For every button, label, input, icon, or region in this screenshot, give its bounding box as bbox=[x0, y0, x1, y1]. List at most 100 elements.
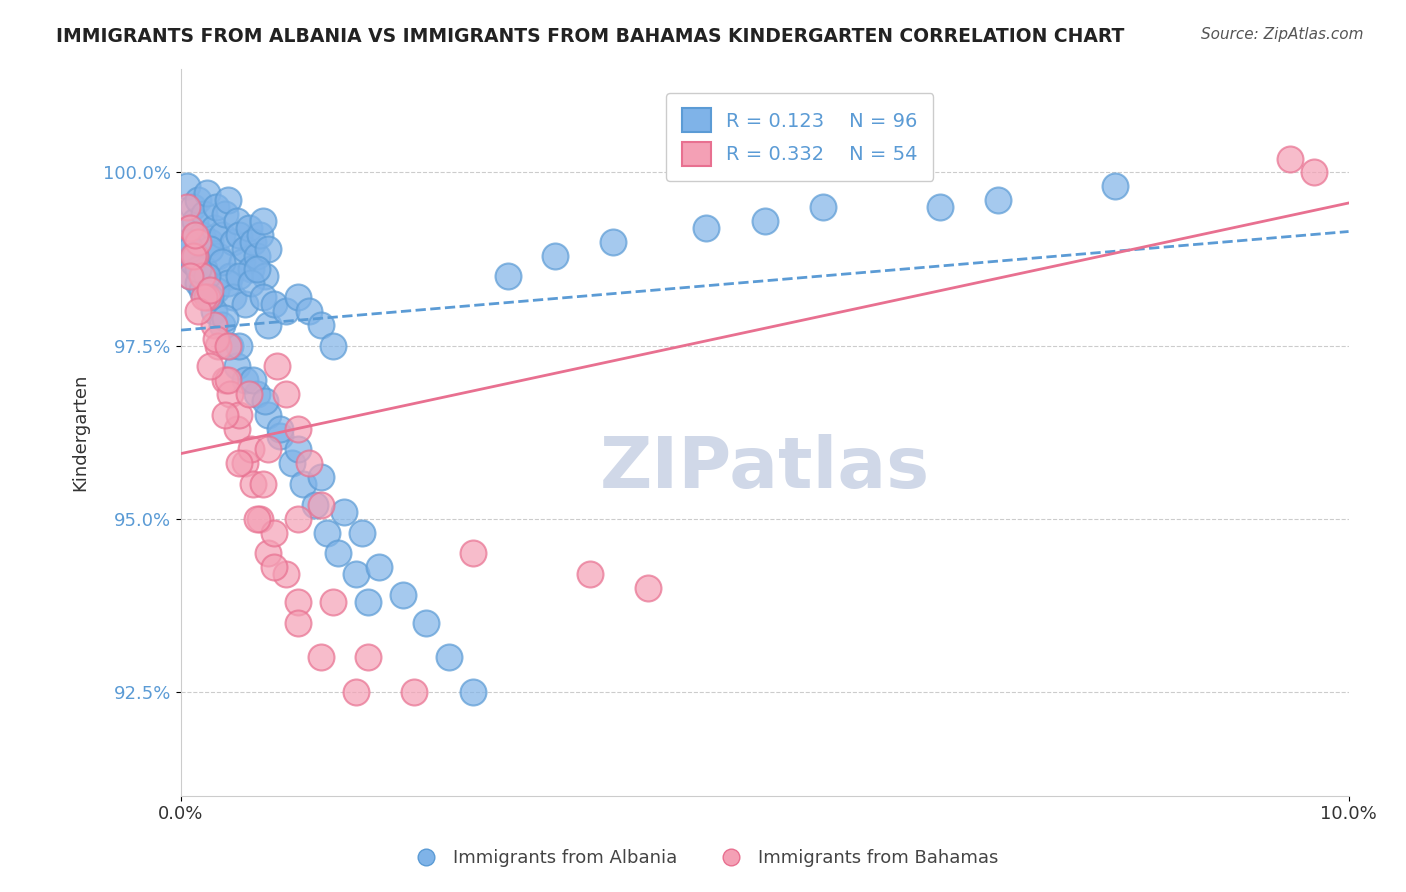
Point bbox=[274, 304, 297, 318]
Point bbox=[404, 685, 426, 699]
Point bbox=[187, 262, 209, 277]
Point bbox=[263, 297, 285, 311]
Point bbox=[228, 408, 250, 422]
Point bbox=[231, 255, 253, 269]
Point bbox=[239, 262, 262, 277]
Point bbox=[205, 283, 228, 297]
Point bbox=[368, 560, 391, 574]
Point bbox=[987, 193, 1010, 207]
Point bbox=[181, 255, 204, 269]
Point bbox=[214, 310, 236, 325]
Point bbox=[461, 546, 484, 560]
Point bbox=[239, 442, 262, 457]
Point bbox=[461, 685, 484, 699]
Point bbox=[695, 220, 717, 235]
Point bbox=[754, 214, 776, 228]
Point bbox=[257, 546, 280, 560]
Point bbox=[195, 290, 218, 304]
Point bbox=[205, 200, 228, 214]
Point bbox=[350, 525, 373, 540]
Point bbox=[439, 650, 461, 665]
Legend: Immigrants from Albania, Immigrants from Bahamas: Immigrants from Albania, Immigrants from… bbox=[401, 842, 1005, 874]
Point bbox=[357, 595, 380, 609]
Point bbox=[253, 269, 276, 284]
Point bbox=[344, 567, 367, 582]
Point bbox=[242, 477, 264, 491]
Point bbox=[242, 373, 264, 387]
Point bbox=[578, 567, 600, 582]
Point bbox=[211, 255, 233, 269]
Point bbox=[217, 193, 239, 207]
Point bbox=[233, 456, 256, 470]
Point bbox=[249, 512, 271, 526]
Point bbox=[249, 227, 271, 242]
Point bbox=[322, 595, 344, 609]
Point bbox=[257, 408, 280, 422]
Point bbox=[246, 512, 269, 526]
Point bbox=[274, 387, 297, 401]
Point bbox=[222, 290, 245, 304]
Point bbox=[287, 422, 309, 436]
Point bbox=[344, 685, 367, 699]
Point bbox=[181, 248, 204, 262]
Point bbox=[242, 235, 264, 249]
Point bbox=[228, 227, 250, 242]
Point bbox=[287, 512, 309, 526]
Point bbox=[219, 338, 242, 352]
Point bbox=[184, 248, 207, 262]
Point bbox=[357, 650, 380, 665]
Point bbox=[176, 200, 198, 214]
Point bbox=[269, 422, 291, 436]
Point bbox=[281, 456, 304, 470]
Point bbox=[217, 338, 239, 352]
Point bbox=[198, 242, 221, 256]
Point bbox=[202, 304, 225, 318]
Point bbox=[811, 200, 834, 214]
Point bbox=[252, 290, 274, 304]
Point bbox=[1279, 152, 1302, 166]
Point bbox=[187, 304, 209, 318]
Point bbox=[228, 338, 250, 352]
Point bbox=[191, 227, 214, 242]
Point bbox=[287, 290, 309, 304]
Point bbox=[246, 387, 269, 401]
Point bbox=[309, 318, 332, 332]
Point bbox=[184, 227, 207, 242]
Point bbox=[181, 200, 204, 214]
Point bbox=[292, 477, 315, 491]
Point bbox=[246, 262, 269, 277]
Point bbox=[239, 277, 262, 291]
Point bbox=[184, 248, 207, 262]
Point bbox=[287, 615, 309, 630]
Point bbox=[263, 525, 285, 540]
Point bbox=[253, 394, 276, 409]
Point bbox=[207, 248, 229, 262]
Point bbox=[179, 220, 201, 235]
Legend: R = 0.123    N = 96, R = 0.332    N = 54: R = 0.123 N = 96, R = 0.332 N = 54 bbox=[666, 93, 934, 181]
Point bbox=[238, 387, 260, 401]
Y-axis label: Kindergarten: Kindergarten bbox=[72, 374, 89, 491]
Point bbox=[287, 442, 309, 457]
Point bbox=[269, 428, 291, 442]
Point bbox=[496, 269, 519, 284]
Point bbox=[207, 338, 229, 352]
Point bbox=[602, 235, 624, 249]
Point bbox=[214, 408, 236, 422]
Point bbox=[252, 214, 274, 228]
Point bbox=[238, 220, 260, 235]
Text: ZIPatlas: ZIPatlas bbox=[599, 434, 929, 503]
Point bbox=[637, 581, 659, 595]
Point bbox=[228, 269, 250, 284]
Point bbox=[309, 470, 332, 484]
Point bbox=[193, 290, 215, 304]
Point bbox=[263, 560, 285, 574]
Point bbox=[219, 387, 242, 401]
Point bbox=[315, 525, 337, 540]
Point bbox=[391, 588, 413, 602]
Point bbox=[191, 269, 214, 284]
Point bbox=[298, 304, 321, 318]
Point bbox=[1302, 165, 1324, 179]
Point bbox=[198, 235, 221, 249]
Point bbox=[184, 214, 207, 228]
Point bbox=[195, 269, 218, 284]
